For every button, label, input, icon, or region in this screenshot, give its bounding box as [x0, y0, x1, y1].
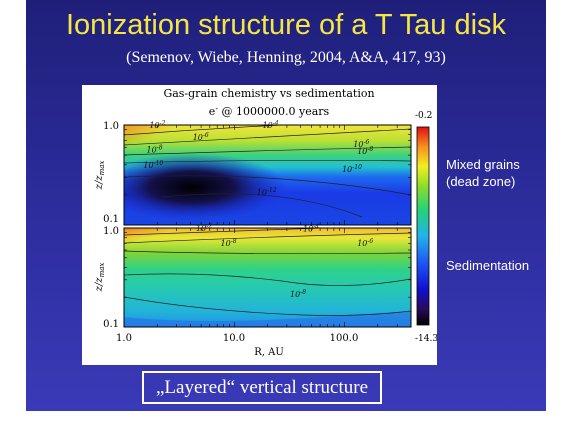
mixed-grains-label: Mixed grains — [446, 157, 520, 172]
contour-label: 10-8 — [147, 145, 163, 155]
slide-title: Ionization structure of a T Tau disk — [65, 9, 507, 41]
contour-label: 10-6 — [357, 238, 373, 248]
lower-heatmap — [124, 228, 411, 327]
heatmap-chart: Gas-grain chemistry vs sedimentation e- … — [94, 87, 437, 358]
contour-label: 10-6 — [353, 139, 369, 149]
caption-box: „Layered“ vertical structure — [142, 371, 382, 404]
contour-label: 10-8 — [357, 146, 373, 156]
slide: Ionization structure of a T Tau disk (Se… — [26, 0, 546, 411]
contour-label: 10-8 — [290, 289, 306, 299]
x-tick-label: 10.0 — [223, 333, 245, 344]
colorbar — [416, 126, 430, 326]
chart-subtitle: e- @ 1000000.0 years — [209, 104, 330, 118]
colorbar-max-label: -0.2 — [415, 111, 432, 121]
plot-panel: Gas-grain chemistry vs sedimentation e- … — [82, 85, 437, 365]
x-axis-label: R, AU — [254, 347, 284, 358]
contour-label: 10-12 — [257, 187, 277, 197]
axis-ticks — [123, 124, 412, 328]
y-axis-label: z/zmax — [94, 161, 106, 191]
contour-label: 10-10 — [342, 164, 362, 174]
sedimentation-label: Sedimentation — [446, 258, 530, 273]
y-axis-label: z/zmax — [94, 263, 106, 293]
contour-label: 10-10 — [143, 160, 163, 170]
contour-label: 10-6 — [193, 132, 209, 142]
contour-label: 10-4 — [303, 224, 319, 234]
y-tick-label: 0.1 — [103, 214, 119, 225]
y-tick-label: 1.0 — [103, 226, 119, 237]
x-tick-label: 100.0 — [330, 333, 359, 344]
slide-subtitle: (Semenov, Wiebe, Henning, 2004, A&A, 417… — [126, 49, 446, 66]
dead-zone-label: (dead zone) — [446, 174, 516, 189]
y-tick-label: 1.0 — [103, 121, 119, 132]
x-tick-label: 1.0 — [116, 333, 132, 344]
contour-label: 10-2 — [149, 120, 165, 130]
colorbar-min-label: -14.3 — [415, 334, 437, 344]
upper-heatmap — [124, 125, 411, 225]
mixed-grains-note: Mixed grains (dead zone) — [446, 156, 544, 190]
chart-title: Gas-grain chemistry vs sedimentation — [163, 87, 374, 100]
contour-label: 10-8 — [221, 238, 237, 248]
y-tick-label: 0.1 — [103, 319, 119, 330]
